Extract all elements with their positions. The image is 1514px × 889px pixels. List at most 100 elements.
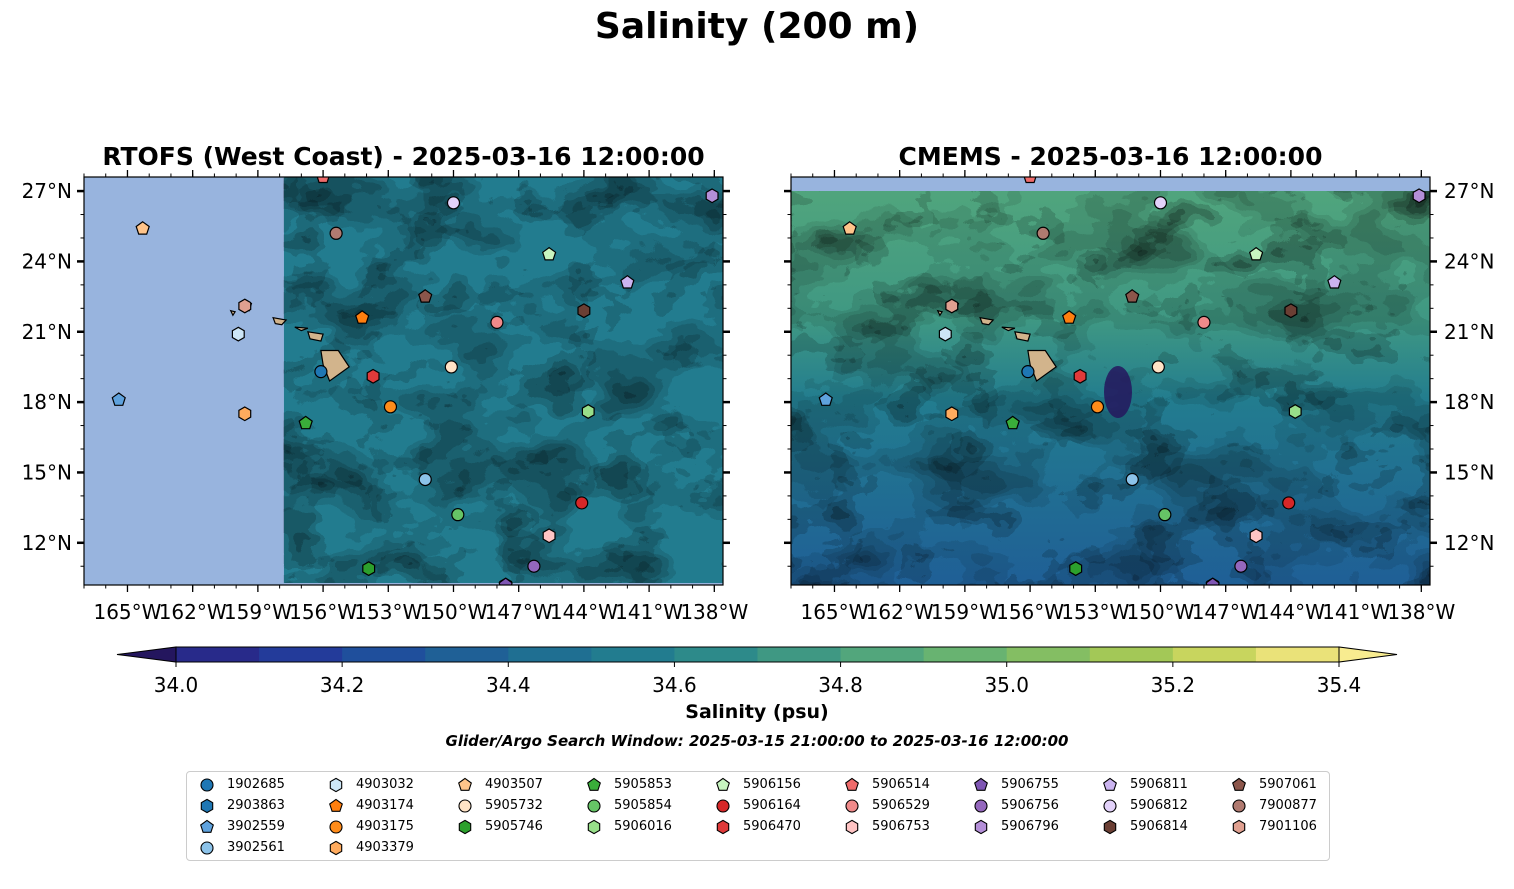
lat-tick-label: 12°N [22,531,72,555]
float-marker-5906016 [1288,404,1302,419]
colorbar-tick-label: 34.8 [818,673,863,697]
rtofs-map-panel: 165°W162°W159°W156°W153°W150°W147°W144°W… [22,170,749,624]
legend-label: 1902685 [227,777,285,792]
legend-marker-icon [587,798,601,813]
colorbar-bin [425,647,509,662]
legend-item-4903174: 4903174 [328,795,414,816]
legend-marker-icon [1232,777,1246,791]
lon-tick-label: 162°W [866,600,934,624]
float-marker-5906755 [498,577,513,585]
float-marker-5906164 [575,496,589,510]
legend-marker-icon [200,798,214,813]
float-marker-7900877 [329,226,343,240]
colorbar-bin [1006,647,1091,662]
legend-marker-icon [1103,819,1117,834]
lon-tick-label: 144°W [1257,600,1325,624]
legend-marker-icon [1103,777,1117,791]
float-marker-5906814 [1284,303,1298,319]
legend-item-4903379: 4903379 [328,837,414,858]
float-marker-4903379 [238,406,252,422]
float-marker-5906756 [527,559,541,573]
float-marker-4903507 [135,221,150,235]
left-panel-title: RTOFS (West Coast) - 2025-03-16 12:00:00 [102,142,705,171]
float-marker-5906156 [1248,246,1264,261]
float-marker-7901106 [945,298,959,314]
float-marker-5906812 [446,196,461,210]
legend-marker-icon [974,819,988,834]
legend-label: 7901106 [1259,819,1317,834]
legend-label: 5906016 [614,819,672,834]
float-marker-5906756 [1234,559,1248,573]
legend-item-5906814: 5906814 [1102,816,1188,837]
legend-marker-icon [845,819,859,834]
colorbar-bin [342,647,426,662]
nodata-strip [791,177,1430,191]
float-marker-4903175 [383,400,398,414]
colorbar-bin [591,647,675,662]
legend-label: 5906470 [743,819,801,834]
legend-label: 3902561 [227,840,285,855]
island-5 [936,309,944,317]
cmems-map-panel: 165°W162°W159°W156°W153°W150°W147°W144°W… [784,170,1494,624]
left-map-frame [83,176,724,586]
colorbar-tick-label: 34.4 [486,673,531,697]
legend-item-5907061: 5907061 [1231,774,1317,795]
float-marker-5906814 [577,303,591,319]
lat-tick-label: 18°N [22,390,72,414]
island-0 [320,349,351,382]
legend-item-5906755: 5906755 [973,774,1059,795]
lon-tick-label: 147°W [485,600,553,624]
float-marker-4903032 [231,326,245,342]
legend-marker-icon [1103,798,1117,813]
legend-item-5906016: 5906016 [586,816,672,837]
colorbar-bin [259,647,343,662]
island-0 [1027,349,1058,382]
float-marker-4903174 [1061,310,1077,324]
colorbar-over-arrow [1338,646,1398,663]
lon-tick-label: 156°W [289,600,357,624]
float-marker-5906811 [620,274,635,289]
figure-title: Salinity (200 m) [594,6,920,47]
legend-label: 5907061 [1259,777,1317,792]
lon-tick-label: 153°W [1061,600,1129,624]
legend-marker-icon [845,777,859,791]
float-marker-5906470 [366,368,380,384]
right-panel-title: CMEMS - 2025-03-16 12:00:00 [898,142,1323,171]
colorbar-bin [176,647,260,662]
legend-marker-icon [458,777,472,791]
lon-tick-label: 138°W [680,600,748,624]
colorbar-bin [840,647,925,662]
float-marker-5905854 [1158,508,1172,522]
legend-item-4903175: 4903175 [328,816,414,837]
legend-label: 4903507 [485,777,543,792]
colorbar-bin [1172,647,1257,662]
lon-tick-label: 141°W [1322,600,1390,624]
legend-item-4903032: 4903032 [328,774,414,795]
colorbar-tick-label: 35.0 [984,673,1029,697]
island-3 [979,316,995,326]
lat-tick-label: 15°N [22,460,72,484]
lon-tick-label: 165°W [800,600,868,624]
float-marker-5907061 [1125,289,1140,303]
float-marker-7901106 [238,298,252,314]
lon-tick-label: 150°W [1127,600,1195,624]
lon-tick-label: 159°W [224,600,292,624]
legend-label: 4903175 [356,819,414,834]
legend-label: 4903174 [356,798,414,813]
legend-marker-icon [974,798,988,813]
float-marker-4903174 [354,310,370,324]
lon-tick-label: 153°W [354,600,422,624]
float-marker-5906796 [705,188,719,204]
float-marker-5906156 [541,246,557,261]
float-marker-5905746 [1069,561,1083,577]
colorbar-bin [674,647,758,662]
legend-item-7901106: 7901106 [1231,816,1317,837]
float-marker-5906529 [1197,315,1211,329]
island-2 [294,326,309,332]
legend-marker-icon [1232,819,1246,834]
legend-item-1902685: 1902685 [199,774,285,795]
float-marker-5906164 [1282,496,1296,510]
legend-item-5906156: 5906156 [715,774,801,795]
legend-item-5905854: 5905854 [586,795,672,816]
lon-tick-label: 165°W [93,600,161,624]
